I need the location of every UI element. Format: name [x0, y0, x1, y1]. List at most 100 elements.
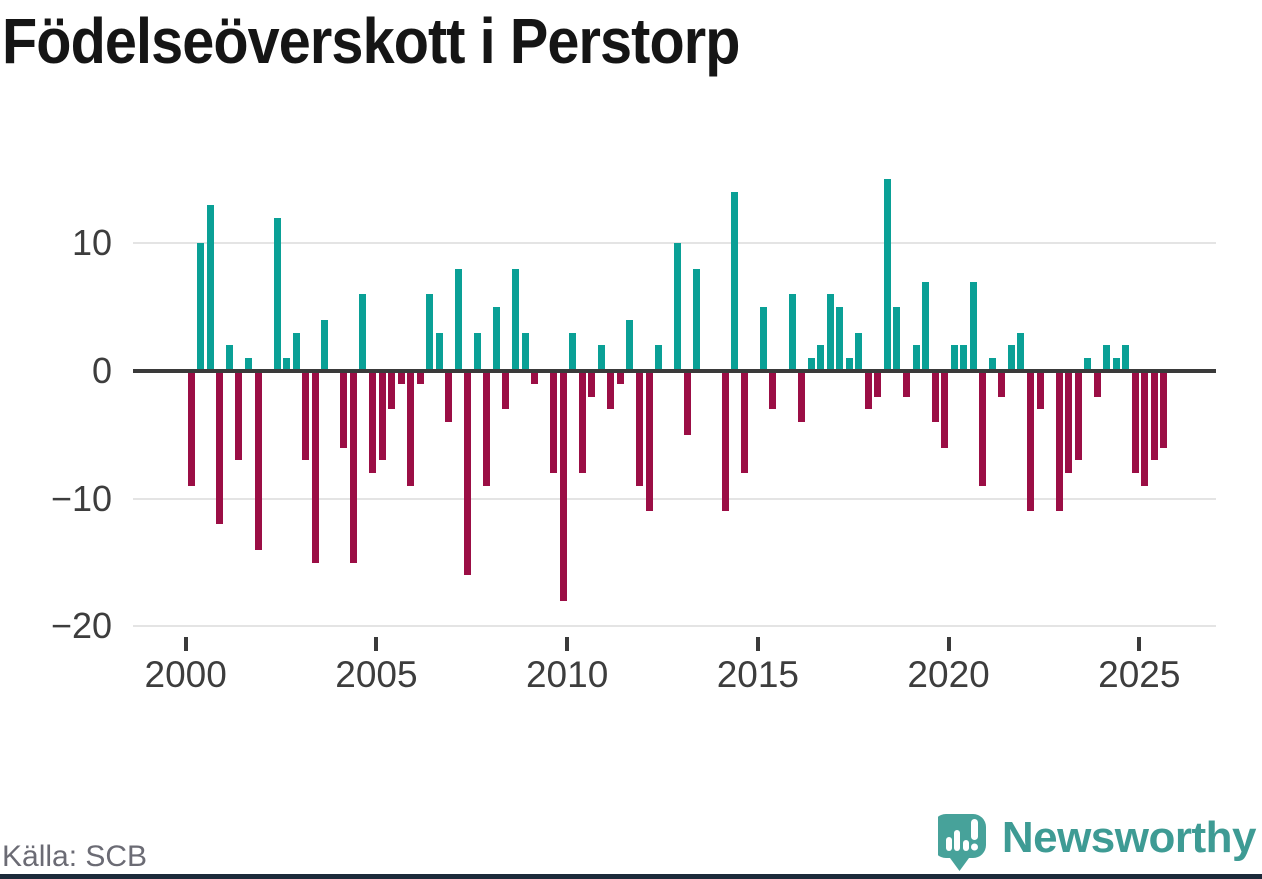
x-axis-tick-2025 [1137, 637, 1142, 651]
bar-positive-q73 [883, 179, 891, 369]
bar-negative-q29 [464, 373, 472, 576]
bar-negative-q85 [998, 373, 1006, 397]
bar-positive-q76 [912, 345, 920, 369]
logo-exclamation-dot [970, 843, 978, 851]
logo-bar-1 [945, 837, 952, 851]
bar-negative-q12 [302, 373, 310, 461]
x-axis-tick-2020 [946, 637, 951, 651]
bar-negative-q61 [769, 373, 777, 410]
x-axis-label-2010: 2010 [525, 654, 609, 695]
bar-positive-q77 [922, 281, 930, 369]
bar-negative-q71 [864, 373, 872, 410]
bar-negative-q78 [931, 373, 939, 423]
bar-negative-q17 [349, 373, 357, 563]
x-axis-label-2020: 2020 [907, 654, 990, 695]
bar-negative-q36 [531, 373, 539, 384]
y-axis-label-10: 10 [71, 222, 112, 264]
x-axis-label-2025: 2025 [1098, 654, 1181, 695]
bar-positive-q84 [988, 358, 996, 369]
bar-negative-q41 [578, 373, 586, 474]
bar-positive-q30 [473, 332, 481, 369]
bar-positive-q63 [788, 294, 796, 369]
bar-negative-q100 [1141, 373, 1149, 486]
logo-bar-2 [953, 830, 960, 851]
bar-positive-q6 [245, 358, 253, 369]
gridline-y--10 [133, 497, 1216, 500]
bar-negative-q45 [616, 373, 624, 384]
bar-negative-q23 [407, 373, 415, 486]
bar-positive-q80 [950, 345, 958, 369]
bar-negative-q83 [979, 373, 987, 486]
bar-positive-q94 [1084, 358, 1092, 369]
bar-positive-q1 [197, 243, 205, 369]
bar-positive-q18 [359, 294, 367, 369]
bar-positive-q69 [845, 358, 853, 369]
bar-negative-q102 [1160, 373, 1168, 448]
bar-negative-q91 [1055, 373, 1063, 512]
bar-positive-q98 [1122, 345, 1130, 369]
bar-positive-q81 [960, 345, 968, 369]
bar-positive-q66 [817, 345, 825, 369]
zero-baseline [133, 369, 1216, 373]
x-axis-label-2015: 2015 [716, 654, 800, 695]
bar-positive-q2 [206, 204, 214, 369]
bar-negative-q20 [378, 373, 386, 461]
x-axis-label-2005: 2005 [335, 654, 418, 695]
bar-positive-q40 [569, 332, 577, 369]
bar-negative-q64 [798, 373, 806, 423]
x-axis-tick-2015 [755, 637, 760, 651]
bar-negative-q99 [1131, 373, 1139, 474]
newsworthy-brand: Newsworthy [937, 812, 1257, 871]
bar-positive-q74 [893, 307, 901, 369]
bar-negative-q3 [216, 373, 224, 525]
bar-positive-q65 [807, 358, 815, 369]
bar-positive-q35 [521, 332, 529, 369]
bar-negative-q21 [388, 373, 396, 410]
bar-negative-q88 [1026, 373, 1034, 512]
newsworthy-wordmark: Newsworthy [1001, 812, 1257, 862]
bar-negative-q38 [550, 373, 558, 474]
y-axis-label--10: −10 [50, 477, 112, 519]
bar-negative-q16 [340, 373, 348, 448]
bar-positive-q10 [283, 358, 291, 369]
bar-negative-q56 [721, 373, 729, 512]
logo-exclamation-bar [970, 819, 978, 840]
x-axis-tick-2005 [374, 637, 379, 651]
bar-positive-q57 [731, 192, 739, 369]
bar-positive-q60 [759, 307, 767, 369]
bar-negative-q22 [397, 373, 405, 384]
bar-positive-q68 [836, 307, 844, 369]
bar-negative-q79 [941, 373, 949, 448]
bar-negative-q48 [645, 373, 653, 512]
bar-positive-q28 [454, 268, 462, 369]
bar-positive-q82 [969, 281, 977, 369]
bar-negative-q5 [235, 373, 243, 461]
bar-negative-q47 [635, 373, 643, 486]
bar-positive-q46 [626, 319, 634, 369]
bar-negative-q93 [1074, 373, 1082, 461]
bar-positive-q70 [855, 332, 863, 369]
x-axis-label-2000: 2000 [144, 654, 227, 695]
bar-positive-q67 [826, 294, 834, 369]
bar-negative-q13 [311, 373, 319, 563]
gridline-y--20 [133, 625, 1216, 628]
bar-positive-q11 [292, 332, 300, 369]
source-caption: Källa: SCB [2, 840, 148, 873]
bar-negative-q24 [416, 373, 424, 384]
bar-positive-q26 [435, 332, 443, 369]
bar-negative-q92 [1065, 373, 1073, 474]
footer-accent-strip [0, 874, 1262, 879]
logo-bar-3 [962, 840, 969, 851]
bar-positive-q14 [321, 319, 329, 369]
bar-positive-q87 [1017, 332, 1025, 369]
y-axis-label--20: −20 [50, 605, 112, 647]
bar-negative-q31 [483, 373, 491, 486]
page-title: Födelseöverskott i Perstorp [2, 5, 740, 77]
bar-positive-q49 [655, 345, 663, 369]
bar-negative-q72 [874, 373, 882, 397]
bar-positive-q4 [225, 345, 233, 369]
bar-negative-q33 [502, 373, 510, 410]
x-axis-tick-2010 [565, 637, 570, 651]
bar-positive-q96 [1103, 345, 1111, 369]
bar-positive-q97 [1112, 358, 1120, 369]
